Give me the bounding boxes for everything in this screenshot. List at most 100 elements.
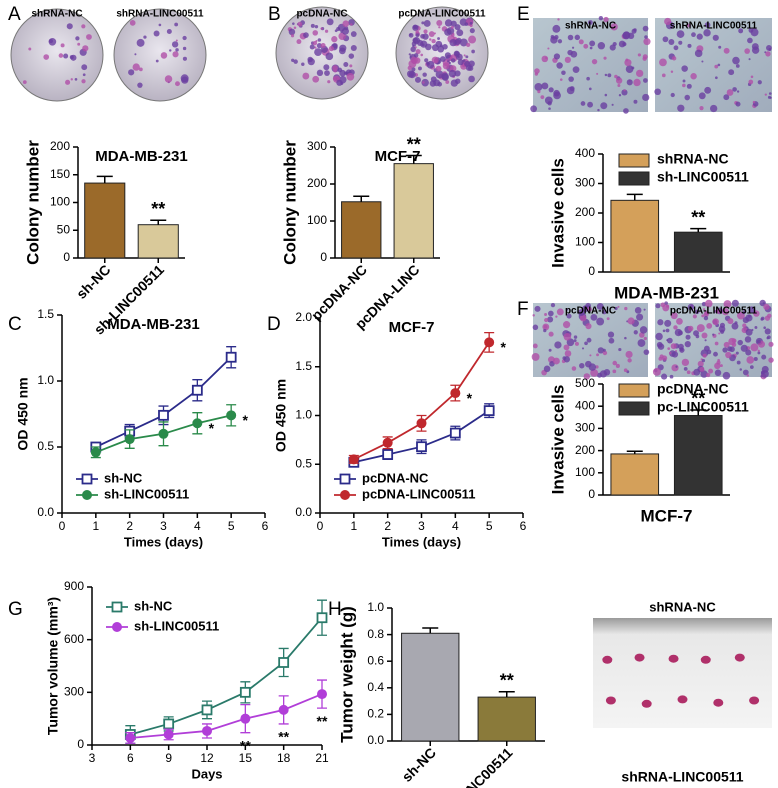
cell	[423, 20, 431, 27]
cell	[675, 365, 678, 368]
cell	[579, 314, 587, 322]
cell	[454, 24, 461, 31]
cell	[750, 28, 759, 37]
marker	[382, 437, 393, 448]
cell	[413, 53, 419, 58]
cell	[764, 328, 771, 335]
cell	[82, 45, 89, 52]
cell	[442, 62, 450, 70]
cell	[654, 88, 661, 96]
cell	[618, 93, 622, 97]
cell	[589, 40, 596, 47]
cell	[748, 58, 751, 61]
marker	[340, 490, 350, 500]
cell	[657, 319, 664, 326]
cell	[754, 326, 758, 329]
cell	[626, 79, 633, 86]
cell	[307, 58, 315, 66]
cell	[704, 339, 707, 342]
cell	[768, 92, 772, 95]
cell	[540, 95, 545, 100]
marker	[484, 337, 495, 348]
cell	[326, 18, 334, 26]
legend-label: shRNA-NC	[657, 151, 729, 167]
cell	[625, 350, 633, 359]
cell	[701, 332, 708, 339]
image-label: pcDNA-LINC00511	[670, 306, 758, 317]
error-bar	[690, 227, 707, 233]
cell	[444, 19, 453, 27]
y-axis-label: Invasive cells	[548, 158, 567, 268]
cell	[463, 54, 466, 57]
cell	[556, 62, 563, 69]
cell	[448, 69, 457, 78]
cell	[706, 323, 713, 329]
cell	[58, 53, 64, 58]
cell	[621, 89, 628, 96]
cell	[604, 73, 608, 77]
x-tick-label: 1	[92, 519, 99, 533]
cell	[677, 104, 685, 112]
error-bar	[353, 195, 370, 202]
cell	[459, 38, 468, 47]
cell	[608, 337, 615, 344]
cell	[736, 360, 741, 365]
cell	[81, 79, 86, 84]
cell	[712, 318, 719, 326]
cell	[609, 44, 616, 51]
x-tick-label: 4	[452, 519, 459, 533]
cell	[465, 55, 469, 59]
cell	[338, 47, 346, 55]
y-tick-label: 2.0	[295, 310, 312, 324]
cell	[738, 28, 744, 34]
image-label: shRNA-NC	[565, 21, 616, 32]
y-tick-label: 1.0	[37, 373, 54, 387]
cell	[607, 73, 612, 78]
cell	[589, 354, 592, 357]
bar	[610, 453, 660, 496]
cell	[70, 78, 73, 81]
cell	[583, 373, 591, 380]
tumor	[634, 653, 645, 662]
cell	[763, 326, 766, 329]
cell	[617, 305, 620, 308]
marker	[278, 657, 290, 668]
cell	[690, 73, 697, 80]
error-bar	[422, 627, 439, 634]
x-tick-label: 5	[228, 519, 235, 533]
cell	[407, 65, 413, 71]
panel: C 0.0 0.5 1.0 1.5 OD 450 nm MDA-MB-231 0 1 2 3 4 5 6 T…	[8, 307, 269, 549]
cell	[547, 47, 550, 50]
cell	[421, 78, 429, 87]
cell	[312, 40, 318, 46]
marker	[483, 405, 495, 417]
cell	[588, 363, 597, 371]
cell	[747, 314, 751, 318]
cell	[622, 31, 631, 40]
cell	[742, 310, 747, 314]
y-tick-label: 0	[588, 264, 595, 278]
cell	[749, 365, 754, 370]
cell	[537, 90, 541, 94]
cell	[292, 22, 295, 25]
cell	[659, 58, 667, 67]
cell	[437, 45, 445, 53]
legend-label: pcDNA-LINC00511	[362, 486, 475, 501]
cell	[735, 351, 739, 355]
cell	[604, 93, 608, 97]
marker	[158, 428, 169, 439]
cell	[342, 20, 350, 27]
marker	[90, 447, 101, 458]
cell	[544, 313, 548, 316]
cell	[612, 369, 617, 374]
cell	[567, 49, 573, 56]
cell	[670, 92, 675, 98]
cell	[550, 303, 556, 308]
y-tick-label: 100	[50, 195, 70, 209]
cell	[325, 52, 334, 61]
cell	[553, 357, 560, 365]
cell	[676, 318, 683, 325]
cell	[134, 53, 137, 56]
cell	[583, 43, 589, 49]
cell	[571, 366, 577, 371]
